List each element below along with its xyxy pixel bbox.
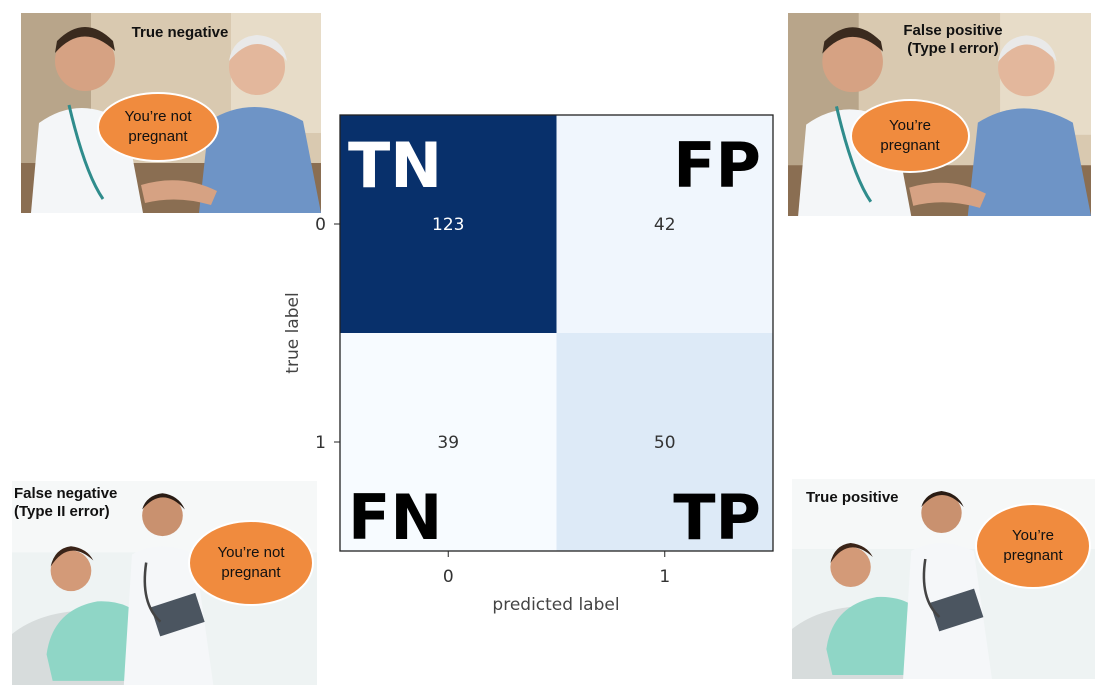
cell-value-label: 50 [654, 433, 676, 453]
x-tick-label: 1 [659, 567, 670, 587]
cell-value-label: 123 [432, 215, 464, 235]
cell-value-label: 39 [437, 433, 459, 453]
panel-caption: True negative [131, 24, 229, 41]
cell-tag-tp: TP [673, 481, 761, 554]
x-axis-label: predicted label [492, 595, 619, 615]
y-tick-label: 1 [315, 433, 326, 453]
speech-bubble: You’re not pregnant [97, 92, 219, 162]
matrix-cell [340, 115, 557, 333]
panel-caption: False positive (Type I error) [903, 22, 1003, 57]
panel-caption: False negative (Type II error) [14, 485, 118, 520]
false-positive-photo: False positive (Type I error) You’re pre… [788, 13, 1091, 216]
speech-bubble: You’re pregnant [975, 503, 1091, 589]
matrix-cell [340, 333, 557, 551]
y-axis-label: true label [283, 292, 303, 373]
true-positive-photo: True positive You’re pregnant [792, 479, 1095, 679]
speech-bubble: You’re pregnant [850, 99, 970, 173]
true-negative-photo: True negative You’re not pregnant [21, 13, 321, 213]
cell-value-label: 42 [654, 215, 676, 235]
axis-ticks: 0 1 0 1 [315, 215, 670, 587]
matrix-frame [339, 114, 774, 552]
matrix-cell [556, 333, 773, 551]
panel-caption: True positive [806, 489, 899, 506]
matrix-cell [556, 115, 773, 333]
matrix-cells: 123 TN 42 FP 39 FN 50 TP [340, 115, 773, 554]
cell-tag-fp: FP [673, 129, 761, 202]
cell-tag-fn: FN [348, 481, 442, 554]
doctor-with-older-man-image [21, 13, 321, 213]
speech-bubble: You’re not pregnant [188, 520, 314, 606]
cell-tag-tn: TN [348, 129, 442, 202]
y-tick-label: 0 [315, 215, 326, 235]
false-negative-photo: False negative (Type II error) You’re no… [12, 481, 317, 685]
x-tick-label: 0 [443, 567, 454, 587]
